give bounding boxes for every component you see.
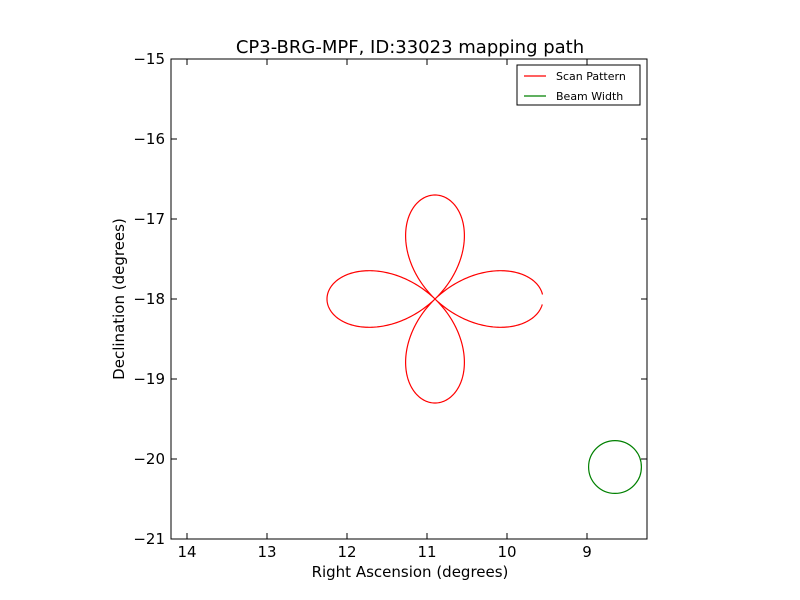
x-tick-label: 13 [257,543,276,561]
x-tick-label: 9 [582,543,592,561]
y-tick-label: −17 [133,210,165,228]
x-axis-ticks: 14 13 12 11 10 9 [177,59,592,561]
legend-frame [516,64,641,106]
y-tick-label: −21 [133,530,165,548]
x-tick-label: 11 [417,543,436,561]
y-tick-label: −16 [133,130,165,148]
plot-area [171,59,647,539]
y-axis-label: Declination (degrees) [110,218,128,380]
x-tick-label: 10 [497,543,516,561]
chart-title: CP3-BRG-MPF, ID:33023 mapping path [236,37,584,58]
y-tick-label: −19 [133,370,165,388]
y-tick-label: −18 [133,290,165,308]
x-tick-label: 12 [337,543,356,561]
legend-label-beam-width: Beam Width [556,90,623,103]
x-axis-label: Right Ascension (degrees) [312,563,509,581]
y-tick-label: −20 [133,450,165,468]
series-layer [326,194,642,495]
beam-width-circle [587,440,642,495]
legend: Scan Pattern Beam Width [516,64,641,106]
y-axis-ticks: −15 −16 −17 −18 −19 −20 −21 [133,50,647,548]
scan-pattern-line [326,194,544,404]
y-tick-label: −15 [133,50,165,68]
x-tick-label: 14 [177,543,196,561]
legend-label-scan-pattern: Scan Pattern [556,70,626,83]
